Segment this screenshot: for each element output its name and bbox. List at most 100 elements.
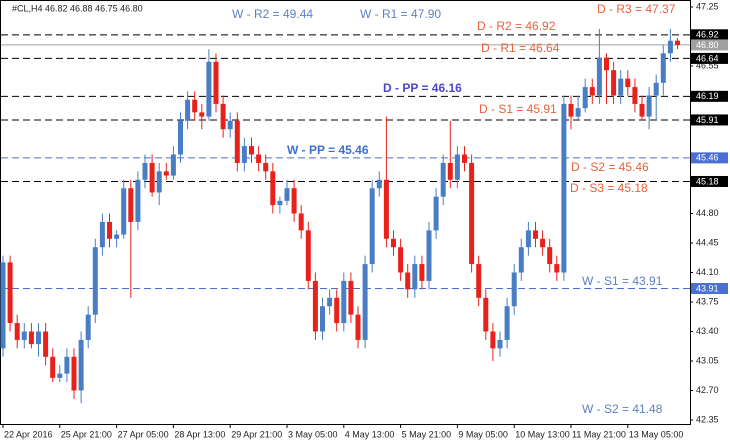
candle-body xyxy=(85,314,91,340)
candle-body xyxy=(142,162,148,180)
candle-body xyxy=(398,247,404,273)
x-tick-label: 29 Apr 21:00 xyxy=(231,429,282,439)
y-tick-label: 42.70 xyxy=(696,385,719,395)
candle-body xyxy=(7,262,13,324)
candle-body xyxy=(334,297,340,324)
y-tick-label: 43.05 xyxy=(696,355,719,365)
candle-body xyxy=(43,331,49,357)
level-price-box xyxy=(691,39,728,51)
candle-body xyxy=(547,247,553,265)
x-tick-label: 13 May 05:00 xyxy=(629,429,684,439)
pivot-annotation: D - S2 = 45.46 xyxy=(571,160,649,174)
candle-body xyxy=(298,213,304,231)
candle-body xyxy=(256,154,262,163)
candle-body xyxy=(312,280,318,332)
pivot-annotation: D - S3 = 45.18 xyxy=(570,181,648,195)
level-price-label: 46.80 xyxy=(696,40,719,50)
candle-body xyxy=(185,99,191,121)
candle-body xyxy=(611,70,617,96)
candle-body xyxy=(504,306,510,340)
candle-body xyxy=(554,264,560,273)
candle-body xyxy=(284,188,290,201)
level-price-label: 45.18 xyxy=(696,176,719,186)
candle-body xyxy=(36,331,41,345)
y-tick-label: 44.10 xyxy=(696,267,719,277)
candle-body xyxy=(362,264,368,340)
y-tick-label: 43.40 xyxy=(696,326,719,336)
candle-body xyxy=(596,57,602,96)
candle-body xyxy=(178,120,183,155)
candle-body xyxy=(604,57,609,71)
candle-body xyxy=(170,154,176,176)
candle-body xyxy=(540,238,546,248)
candle-body xyxy=(667,40,673,54)
candle-body xyxy=(625,78,631,88)
candle-body xyxy=(348,280,354,315)
candle-body xyxy=(28,331,34,345)
candle-body xyxy=(660,53,666,83)
y-tick-label: 46.55 xyxy=(696,60,719,70)
candle-body xyxy=(57,373,63,378)
candle-body xyxy=(305,230,311,281)
candle-body xyxy=(14,323,20,340)
candle-body xyxy=(469,162,475,265)
candle-body xyxy=(440,162,446,197)
level-price-label: 45.91 xyxy=(696,115,719,125)
pivot-annotation: D - R2 = 46.92 xyxy=(477,19,556,33)
x-tick-label: 5 May 21:00 xyxy=(402,429,452,439)
candle-body xyxy=(121,188,127,235)
candle-body xyxy=(383,179,389,239)
candle-body xyxy=(483,297,489,332)
candle-body xyxy=(447,162,453,180)
y-tick-label: 43.75 xyxy=(696,296,719,306)
x-tick-label: 10 May 13:00 xyxy=(515,429,570,439)
candle-body xyxy=(646,95,652,117)
candle-body xyxy=(497,339,503,349)
candle-body xyxy=(277,200,283,206)
candle-body xyxy=(582,87,588,109)
candle-body xyxy=(412,264,418,290)
candle-body xyxy=(92,247,98,315)
level-price-box xyxy=(691,175,728,187)
x-tick-label: 9 May 05:00 xyxy=(458,429,508,439)
candle-body xyxy=(391,238,396,248)
candle-body xyxy=(419,264,425,281)
candle-body xyxy=(639,103,645,117)
candle-body xyxy=(107,221,112,239)
candle-body xyxy=(405,272,411,290)
x-tick-label: 25 Apr 21:00 xyxy=(61,429,112,439)
candle-body xyxy=(291,188,297,214)
candle-body xyxy=(21,331,27,340)
pivot-annotation: D - R3 = 47.37 xyxy=(597,2,676,16)
pivot-annotation: W - PP = 45.46 xyxy=(287,143,369,157)
candle-body xyxy=(462,154,467,163)
candle-body xyxy=(213,61,219,104)
candle-body xyxy=(433,196,439,231)
x-tick-label: 4 May 13:00 xyxy=(345,429,395,439)
candle-body xyxy=(355,314,361,340)
candle-body xyxy=(263,162,269,172)
level-price-box xyxy=(691,283,728,295)
level-price-label: 46.92 xyxy=(696,30,719,40)
y-tick-label: 44.45 xyxy=(696,237,719,247)
candle-body xyxy=(568,103,574,117)
x-tick-label: 28 Apr 13:00 xyxy=(174,429,225,439)
y-tick-label: 42.35 xyxy=(696,414,719,424)
candle-body xyxy=(234,120,240,163)
pivot-annotation: D - R1 = 46.64 xyxy=(481,41,560,55)
candle-body xyxy=(128,188,134,222)
pivot-annotation: D - S1 = 45.91 xyxy=(479,102,557,116)
candle-body xyxy=(589,87,595,96)
candle-body xyxy=(454,154,460,180)
candle-body xyxy=(575,108,581,117)
level-price-label: 46.64 xyxy=(696,53,719,63)
level-price-label: 43.91 xyxy=(696,283,719,293)
candle-body xyxy=(149,162,155,193)
candle-body xyxy=(675,40,680,45)
pivot-annotation: D - PP = 46.16 xyxy=(383,81,462,95)
candle-body xyxy=(653,82,659,96)
chart-title: #CL,H4 46.82 46.88 46.75 46.80 xyxy=(12,3,143,13)
candle-body xyxy=(369,188,375,265)
candle-body xyxy=(341,280,347,324)
pivot-annotation: W - S2 = 41.48 xyxy=(582,402,663,416)
